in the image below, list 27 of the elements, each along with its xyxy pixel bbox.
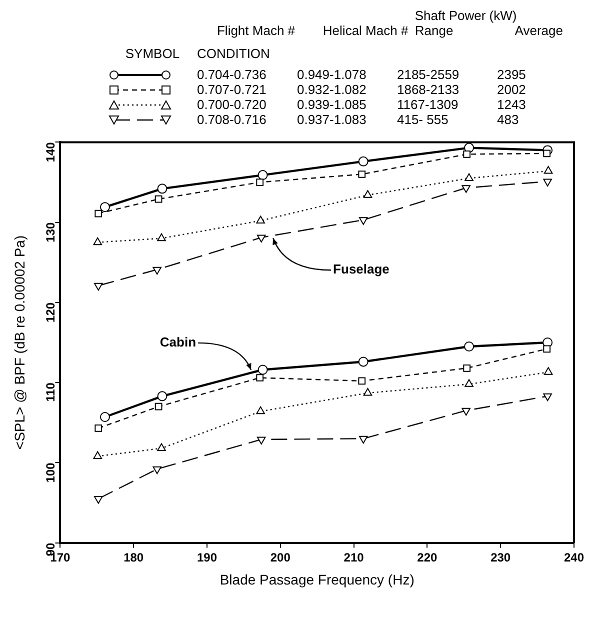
text: Range xyxy=(414,23,454,38)
legend-label: 0.708-0.716 0.937-1.083 415- 555 483 xyxy=(196,112,520,127)
y-tick-label: 130 xyxy=(44,222,58,242)
annotation: Cabin xyxy=(160,334,196,350)
legend-label: 0.700-0.720 0.939-1.085 1167-1309 1243 xyxy=(196,97,527,112)
y-tick-label: 140 xyxy=(44,142,58,162)
text: Flight Mach # xyxy=(216,22,296,38)
x-tick-label: 220 xyxy=(417,550,438,564)
text: Average xyxy=(514,23,564,38)
x-axis-title: Blade Passage Frequency (Hz) xyxy=(220,571,414,588)
text: Shaft Power (kW) xyxy=(414,8,518,23)
y-tick-label: 100 xyxy=(44,462,58,483)
x-tick-label: 180 xyxy=(124,550,144,564)
legend-title: SYMBOL xyxy=(124,45,181,61)
y-tick-label: 120 xyxy=(44,302,58,322)
legend-label: 0.707-0.721 0.932-1.082 1868-2133 2002 xyxy=(196,82,527,97)
x-tick-label: 190 xyxy=(196,550,218,564)
x-tick-label: 230 xyxy=(490,550,511,564)
y-axis-title: <SPL> @ BPF (dB re 0.00002 Pa) xyxy=(11,235,28,450)
x-tick-label: 240 xyxy=(564,550,584,564)
text: Helical Mach # xyxy=(322,22,409,38)
annotation: Fuselage xyxy=(333,262,390,277)
legend-label: 0.704-0.736 0.949-1.078 2185-2559 2395 xyxy=(196,66,527,82)
x-tick-label: 210 xyxy=(344,550,364,564)
text: CONDITION xyxy=(196,45,271,61)
x-tick-label: 200 xyxy=(270,550,291,564)
y-tick-label: 110 xyxy=(44,382,58,402)
